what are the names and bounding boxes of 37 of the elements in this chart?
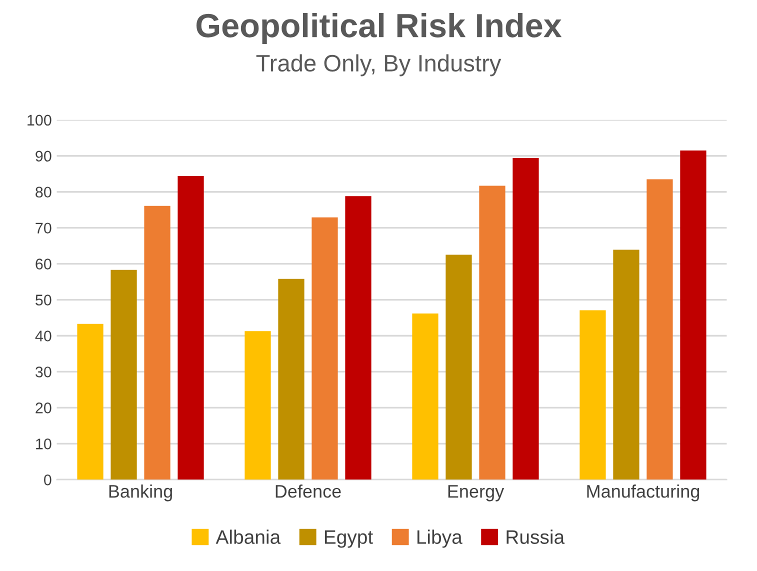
bar: [77, 324, 104, 480]
y-tick-label: 90: [36, 150, 52, 162]
bar: [144, 206, 170, 480]
x-tick-label: Manufacturing: [587, 484, 700, 502]
y-tick-label: 50: [36, 294, 52, 306]
legend-label: Russia: [506, 530, 565, 544]
x-tick-label: Energy: [448, 485, 504, 502]
bar: [479, 186, 506, 480]
bar: [412, 313, 438, 480]
bar: [312, 217, 338, 480]
bar: [244, 331, 271, 480]
bar: [580, 310, 606, 480]
bar: [345, 196, 372, 480]
bar: [446, 254, 472, 480]
y-tick-label: 70: [36, 222, 52, 234]
legend-label: Egypt: [324, 530, 373, 548]
y-tick-label: 40: [35, 330, 52, 342]
bar: [110, 270, 137, 480]
chart-title: Geopolitical Risk Index: [196, 12, 562, 44]
x-tick-label: Banking: [109, 484, 172, 502]
y-tick-label: 0: [44, 474, 52, 486]
y-tick-label: 20: [36, 402, 52, 414]
y-tick-label: 30: [36, 366, 52, 378]
bar: [680, 150, 706, 480]
bar: [646, 179, 673, 480]
bar: [178, 176, 204, 480]
x-tick-label: Defence: [276, 484, 341, 498]
legend-label: Libya: [417, 530, 462, 548]
bar: [512, 158, 539, 480]
y-tick-label: 80: [36, 186, 52, 198]
chart-subtitle: Trade Only, By Industry: [256, 54, 502, 76]
legend-label: Albania: [216, 530, 281, 544]
bar: [278, 278, 304, 480]
y-tick-label: 10: [36, 438, 52, 450]
bar: [613, 250, 640, 480]
y-tick-label: 60: [36, 258, 52, 270]
y-tick-label: 100: [28, 114, 52, 126]
